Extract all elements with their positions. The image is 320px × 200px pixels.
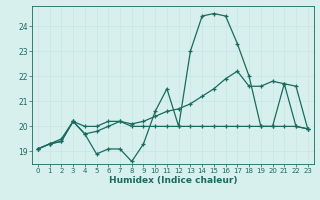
X-axis label: Humidex (Indice chaleur): Humidex (Indice chaleur)	[108, 176, 237, 185]
